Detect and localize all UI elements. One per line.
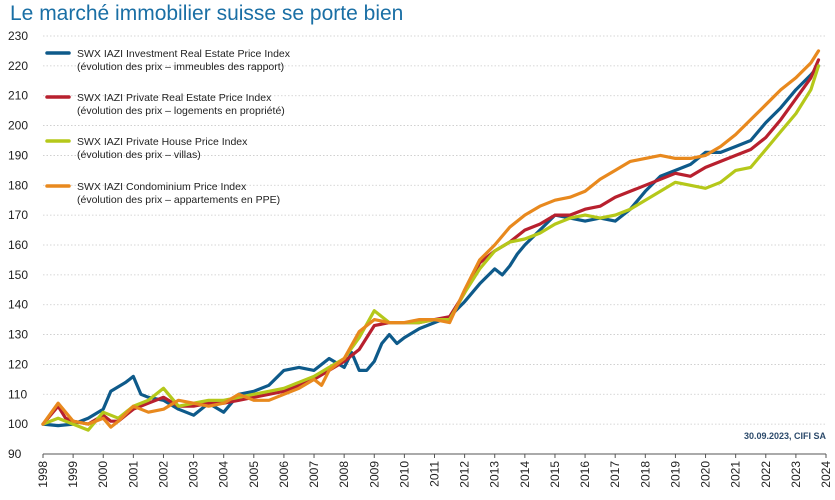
y-tick-label: 180 <box>8 178 28 192</box>
legend-sublabel: (évolution des prix – immeubles des rapp… <box>77 61 284 73</box>
y-tick-label: 100 <box>8 417 28 431</box>
x-tick-label: 2002 <box>156 461 170 488</box>
x-tick-label: 2024 <box>819 461 833 488</box>
x-axis: 1998 1999 2000 2001 2002 2003 2004 2005 2006 2007… <box>36 453 833 488</box>
x-tick-label: 2009 <box>367 461 381 488</box>
y-tick-label: 150 <box>8 268 28 282</box>
x-tick-label: 2004 <box>217 461 231 488</box>
series-line-4 <box>41 49 821 429</box>
x-tick-label: 1998 <box>36 461 50 488</box>
y-tick-label: 140 <box>8 298 28 312</box>
x-tick-label: 2014 <box>518 461 532 488</box>
y-tick-label: 190 <box>8 148 28 162</box>
legend: SWX IAZI Investment Real Estate Price In… <box>45 48 291 206</box>
y-tick-label: 90 <box>8 447 22 461</box>
x-tick-label: 2010 <box>397 461 411 488</box>
x-tick-label: 2003 <box>187 461 201 488</box>
legend-label: SWX IAZI Private Real Estate Price Index <box>77 92 272 104</box>
y-tick-label: 230 <box>8 29 28 43</box>
x-tick-label: 1999 <box>66 461 80 488</box>
x-tick-label: 2013 <box>488 461 502 488</box>
x-tick-label: 2001 <box>126 461 140 488</box>
x-tick-label: 2005 <box>247 461 261 488</box>
legend-label: SWX IAZI Investment Real Estate Price In… <box>77 48 291 60</box>
legend-item: SWX IAZI Private Real Estate Price Index… <box>45 92 285 117</box>
x-tick-label: 2000 <box>96 461 110 488</box>
y-tick-label: 170 <box>8 208 28 222</box>
x-tick-label: 2006 <box>277 461 291 488</box>
x-tick-label: 2011 <box>428 461 442 487</box>
y-tick-label: 110 <box>8 387 27 401</box>
legend-item: SWX IAZI Investment Real Estate Price In… <box>45 48 291 73</box>
x-tick-label: 2017 <box>608 461 622 488</box>
y-tick-label: 160 <box>8 238 28 252</box>
legend-sublabel: (évolution des prix – appartements en PP… <box>77 194 280 206</box>
source-note: 30.09.2023, CIFI SA <box>744 431 827 441</box>
y-tick-label: 200 <box>8 119 28 133</box>
chart-title: Le marché immobilier suisse se porte bie… <box>10 2 404 25</box>
y-tick-label: 120 <box>8 357 28 371</box>
series-lines <box>41 49 821 432</box>
legend-label: SWX IAZI Private House Price Index <box>77 136 248 148</box>
legend-sublabel: (évolution des prix – logements en propr… <box>77 105 285 117</box>
legend-item: SWX IAZI Condominium Price Index(évoluti… <box>45 181 280 206</box>
series-line-1 <box>41 64 821 428</box>
series-line-3 <box>41 64 821 432</box>
x-tick-label: 2008 <box>337 461 351 488</box>
x-tick-label: 2012 <box>458 461 472 488</box>
x-tick-label: 2007 <box>307 461 321 488</box>
legend-sublabel: (évolution des prix – villas) <box>77 149 201 161</box>
y-tick-label: 210 <box>8 89 28 103</box>
x-tick-label: 2018 <box>638 461 652 488</box>
x-tick-label: 2016 <box>578 461 592 488</box>
x-tick-label: 2023 <box>789 461 803 488</box>
y-tick-label: 130 <box>8 328 28 342</box>
x-tick-label: 2019 <box>668 461 682 488</box>
x-tick-label: 2021 <box>729 461 743 488</box>
x-tick-label: 2022 <box>759 461 773 488</box>
legend-item: SWX IAZI Private House Price Index(évolu… <box>45 136 248 161</box>
y-tick-label: 220 <box>8 59 28 73</box>
x-tick-label: 2015 <box>548 461 562 488</box>
legend-label: SWX IAZI Condominium Price Index <box>77 181 247 193</box>
y-axis: 90 100 110 120 130 140 150 160 170 180 190 200 210 22… <box>8 29 28 461</box>
x-tick-label: 2020 <box>699 461 713 488</box>
